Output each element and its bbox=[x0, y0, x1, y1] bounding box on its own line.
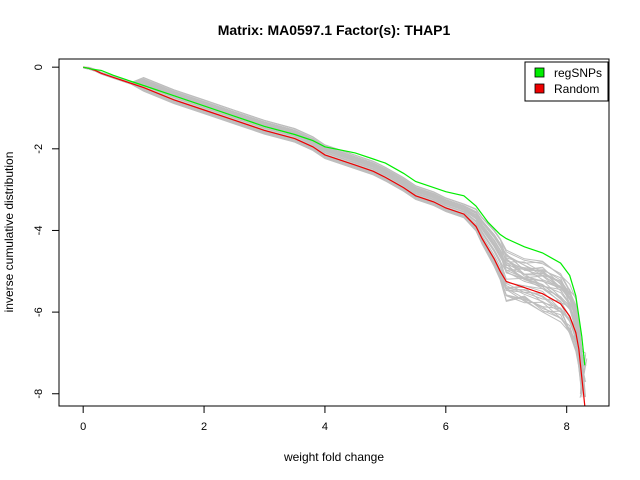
y-axis-label: inverse cumulative distribution bbox=[2, 152, 16, 313]
legend-swatch-random bbox=[534, 83, 545, 94]
background-series-line bbox=[83, 67, 583, 395]
x-tick-label: 4 bbox=[322, 421, 328, 433]
legend-swatch-regsnps bbox=[534, 67, 545, 78]
y-axis: 0 -2 -4 -6 -8 bbox=[33, 64, 60, 399]
y-tick-label: -8 bbox=[33, 389, 45, 399]
background-series-line bbox=[83, 66, 587, 367]
x-axis: 0 2 4 6 8 bbox=[80, 405, 570, 433]
x-tick-label: 0 bbox=[80, 421, 86, 433]
series-line-regsnps bbox=[83, 66, 586, 366]
background-series-line bbox=[83, 66, 585, 362]
chart-title: Matrix: MA0597.1 Factor(s): THAP1 bbox=[218, 22, 451, 38]
legend-label-random: Random bbox=[554, 82, 599, 96]
y-tick-label: 0 bbox=[33, 64, 45, 70]
y-tick-label: -2 bbox=[33, 144, 45, 154]
y-tick-label: -4 bbox=[33, 226, 45, 236]
background-series-line bbox=[83, 66, 585, 365]
legend-label-regsnps: regSNPs bbox=[554, 66, 602, 80]
legend: regSNPs Random bbox=[524, 61, 609, 102]
x-tick-label: 8 bbox=[564, 421, 570, 433]
series-line-random bbox=[83, 66, 586, 407]
background-series-line bbox=[83, 67, 583, 383]
series-group bbox=[83, 66, 586, 407]
y-tick-label: -6 bbox=[33, 307, 45, 317]
x-axis-label: weight fold change bbox=[283, 450, 384, 464]
background-series-line bbox=[83, 66, 585, 386]
x-tick-label: 2 bbox=[201, 421, 207, 433]
x-tick-label: 6 bbox=[443, 421, 449, 433]
